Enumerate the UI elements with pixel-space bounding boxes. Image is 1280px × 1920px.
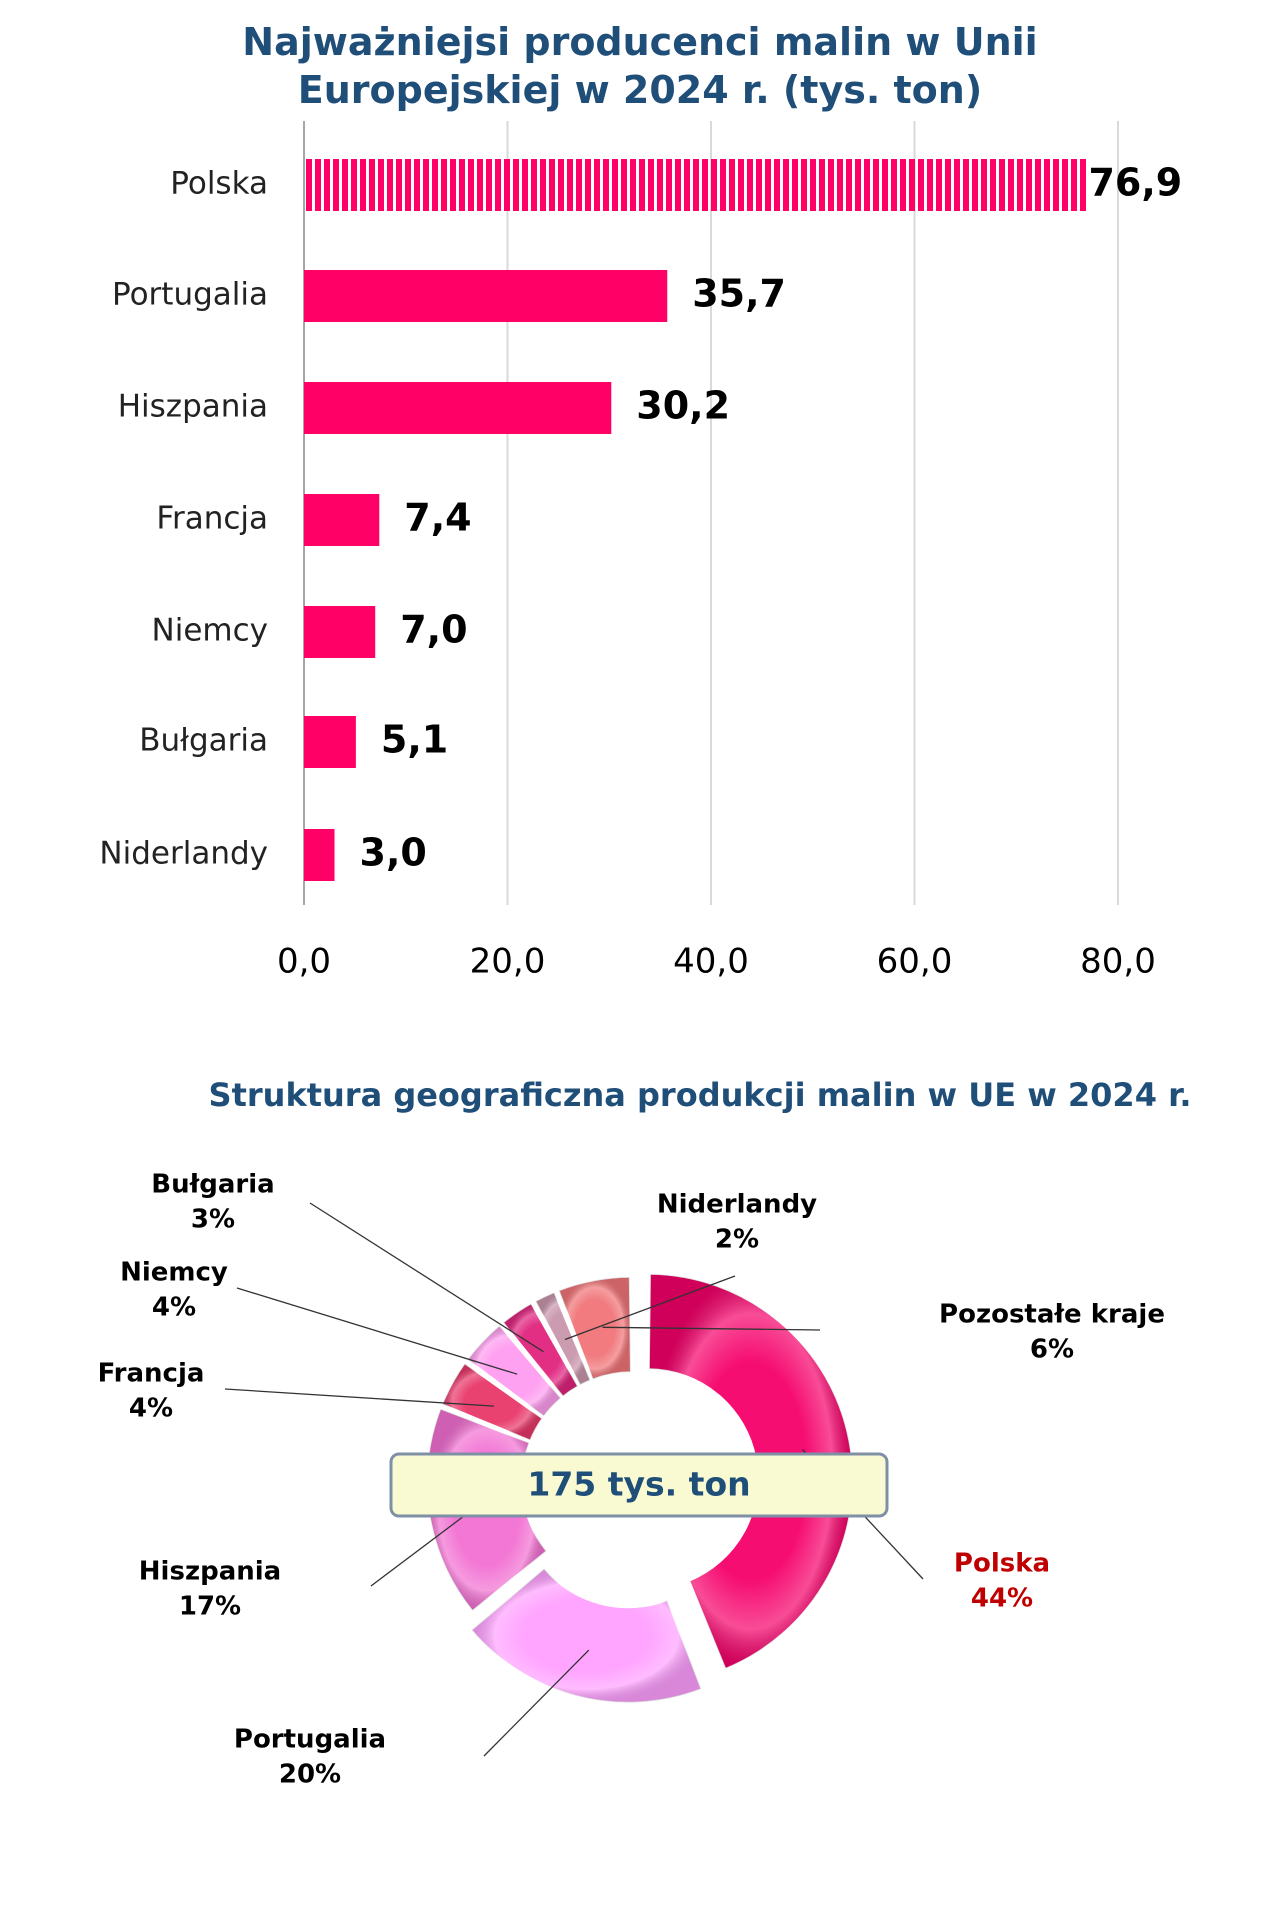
leader-line: [236, 1287, 518, 1375]
donut-chart-title: Struktura geograficzna produkcji malin w…: [208, 1076, 1192, 1114]
slice-percent: 17%: [179, 1592, 241, 1622]
donut-slice: [470, 1567, 703, 1704]
slice-percent: 3%: [191, 1205, 235, 1235]
category-label: Niderlandy: [99, 836, 268, 872]
category-label: Polska: [170, 166, 268, 202]
slice-name: Portugalia: [234, 1725, 386, 1755]
bar: [304, 159, 1087, 211]
bar: [304, 270, 668, 322]
slice-percent: 6%: [1030, 1335, 1074, 1365]
category-label: Portugalia: [112, 277, 268, 313]
slice-percent: 44%: [971, 1584, 1033, 1614]
category-label: Niemcy: [152, 613, 268, 649]
slice-name: Francja: [98, 1359, 205, 1389]
bar: [304, 829, 335, 881]
leader-line: [370, 1506, 477, 1587]
slice-name: Hiszpania: [139, 1557, 281, 1587]
slice-percent: 4%: [152, 1293, 196, 1323]
slice-name: Polska: [954, 1549, 1050, 1579]
leader-line: [483, 1649, 590, 1757]
slice-percent: 2%: [715, 1225, 759, 1255]
center-annotation: 175 tys. ton: [527, 1465, 750, 1504]
category-label: Hiszpania: [118, 389, 268, 425]
x-tick-label: 0,0: [277, 942, 331, 982]
value-label: 35,7: [692, 272, 786, 316]
x-tick-label: 80,0: [1080, 942, 1156, 982]
value-label: 7,4: [404, 496, 471, 540]
center-box: [389, 1452, 889, 1518]
leader-line: [224, 1388, 495, 1407]
value-label: 7,0: [400, 608, 467, 652]
value-label: 5,1: [381, 718, 448, 762]
bar: [304, 716, 356, 768]
slice-name: Niderlandy: [657, 1190, 817, 1220]
x-tick-label: 20,0: [470, 942, 546, 982]
leader-line: [309, 1202, 544, 1353]
slice-name: Bułgaria: [151, 1170, 274, 1200]
x-tick-label: 60,0: [877, 942, 953, 982]
bar: [304, 606, 376, 658]
slice-name: Pozostałe kraje: [939, 1300, 1165, 1330]
x-tick-label: 40,0: [673, 942, 749, 982]
category-label: Francja: [156, 501, 268, 537]
bar: [304, 494, 380, 546]
bar: [304, 382, 612, 434]
slice-name: Niemcy: [120, 1258, 228, 1288]
value-label: 76,9: [1088, 161, 1182, 205]
bar-chart-title: Najważniejsi producenci malin w Unii Eur…: [242, 20, 1038, 112]
category-label: Bułgaria: [139, 723, 268, 759]
leader-line: [602, 1326, 821, 1331]
value-label: 3,0: [360, 831, 427, 875]
value-label: 30,2: [636, 384, 730, 428]
leader-line: [564, 1275, 736, 1341]
slice-percent: 20%: [279, 1760, 341, 1790]
slice-percent: 4%: [129, 1394, 173, 1424]
